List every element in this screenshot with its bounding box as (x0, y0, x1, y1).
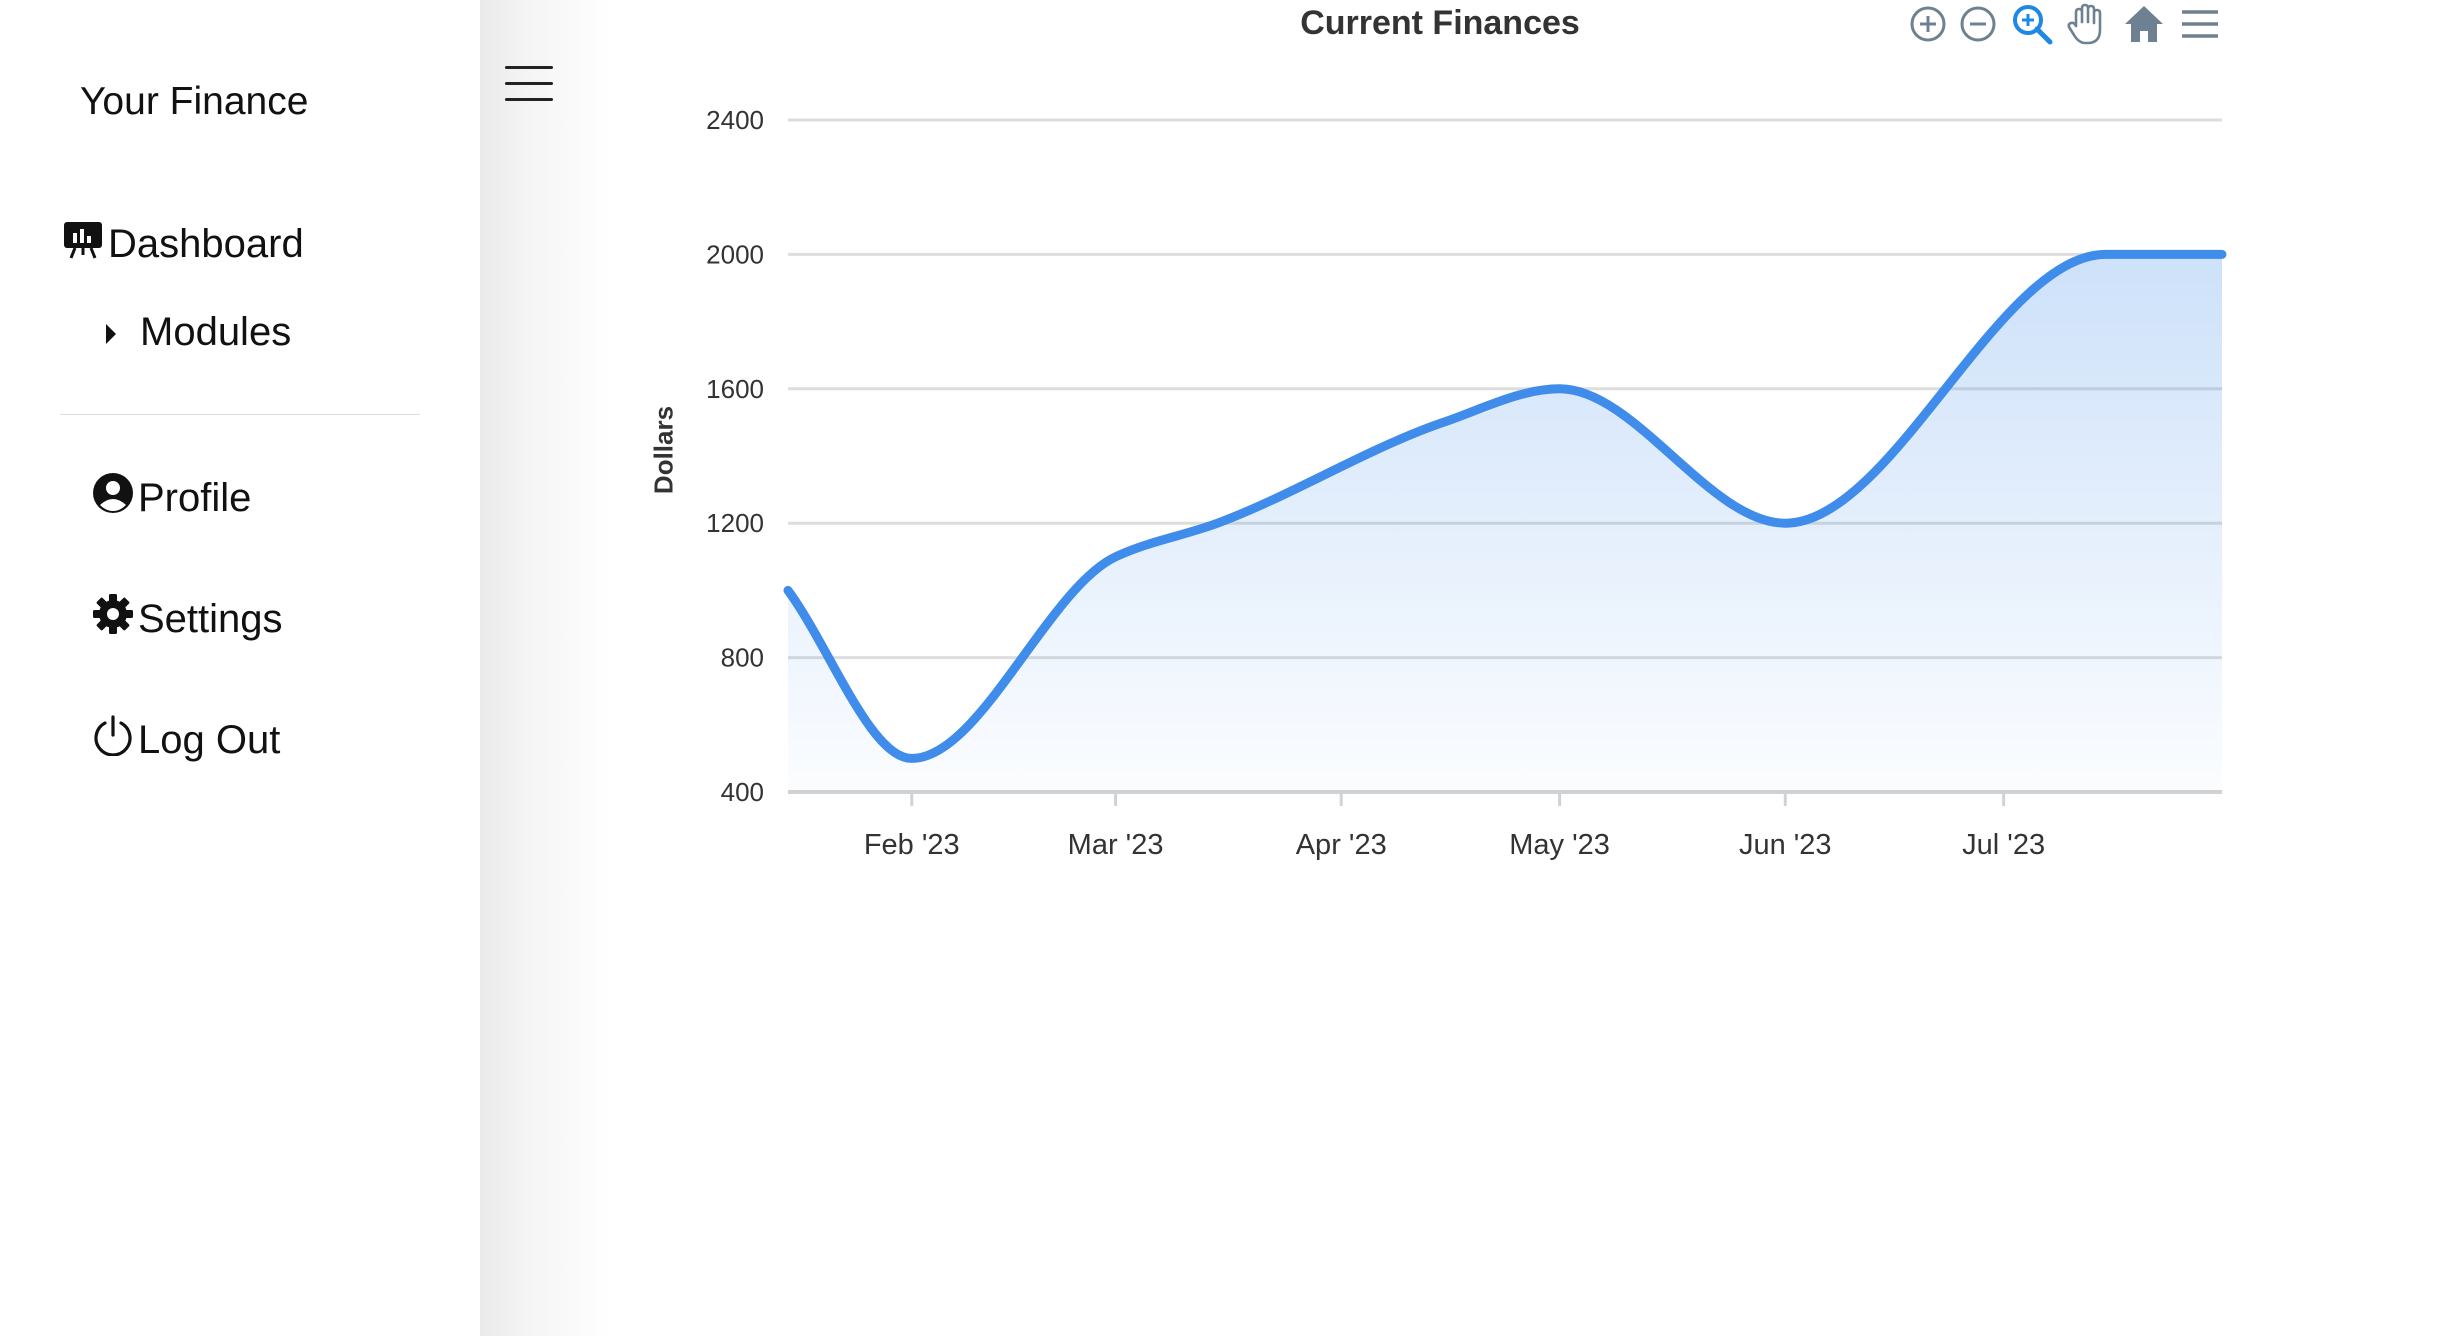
series-line (783, 249, 2227, 763)
chart-title: Current Finances (1300, 4, 1580, 42)
y-tick-label: 1600 (706, 374, 764, 404)
zoom-in-icon[interactable] (1906, 2, 1950, 46)
zoom-out-icon[interactable] (1956, 2, 2000, 46)
x-tick-label: May '23 (1509, 829, 1610, 861)
home-reset-icon[interactable] (2122, 2, 2166, 46)
y-tick-label: 2400 (706, 105, 764, 135)
x-tick-label: Jul '23 (1962, 829, 2045, 861)
sidebar-item-label: Dashboard (108, 221, 304, 266)
x-tick-label: Jun '23 (1739, 829, 1832, 861)
hamburger-menu-icon[interactable] (505, 66, 553, 102)
brand-title: Your Finance (80, 80, 309, 123)
sidebar-item-label: Settings (138, 596, 283, 641)
y-tick-label: 400 (721, 777, 764, 807)
user-circle-icon (92, 472, 134, 524)
sidebar-shadow (480, 0, 610, 1336)
x-tick-label: Apr '23 (1296, 829, 1387, 861)
menu-icon[interactable] (2178, 2, 2222, 46)
selection-zoom-icon[interactable] (2010, 2, 2054, 46)
sidebar-item-settings[interactable]: Settings (92, 593, 283, 645)
area-chart: 400 800 1200 1600 2000 2400 Feb '23 Mar '23 Apr… (706, 105, 2227, 861)
sidebar-item-label: Profile (138, 475, 252, 520)
y-tick-label: 2000 (706, 239, 764, 269)
sidebar-item-label: Log Out (138, 717, 281, 762)
series-area-fill (788, 254, 2222, 792)
sidebar-item-logout[interactable]: Log Out (92, 714, 280, 766)
y-tick-label: 800 (721, 643, 764, 673)
sidebar-item-dashboard[interactable]: Dashboard (62, 218, 304, 270)
sidebar-item-label: Modules (140, 310, 292, 354)
gear-icon (92, 593, 134, 645)
sidebar: Your Finance Dashboard Modules (0, 0, 480, 1336)
sidebar-divider (60, 414, 420, 415)
dashboard-icon (62, 218, 104, 270)
pan-hand-icon[interactable] (2064, 2, 2108, 46)
sidebar-item-profile[interactable]: Profile (92, 472, 251, 524)
x-tick-label: Mar '23 (1068, 829, 1164, 861)
caret-right-icon (104, 310, 118, 355)
x-tick-label: Feb '23 (864, 829, 960, 861)
power-icon (92, 714, 134, 766)
sidebar-item-modules[interactable]: Modules (104, 310, 291, 355)
y-tick-label: 1200 (706, 508, 764, 538)
